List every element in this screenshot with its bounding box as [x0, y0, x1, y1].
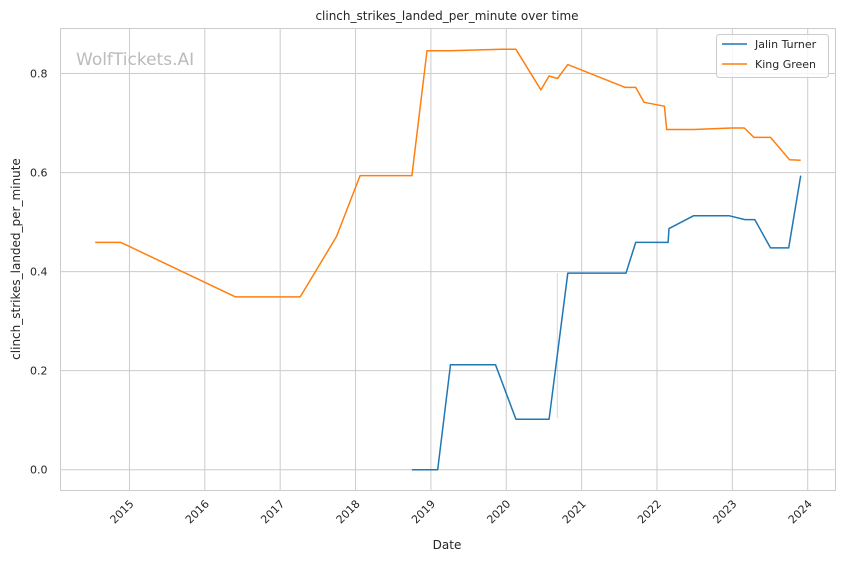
x-tick-label: 2021 — [560, 497, 589, 526]
legend-box — [716, 34, 829, 78]
x-tick-labels: 2015 2016 2017 2018 2019 2020 2021 2022 2023 2024 — [108, 497, 815, 526]
y-tick-label: 0.0 — [30, 464, 48, 477]
series-lines — [95, 48, 802, 471]
series-line-king-green — [95, 48, 801, 298]
x-tick-label: 2015 — [108, 497, 137, 526]
y-tick-label: 0.8 — [30, 68, 48, 81]
x-tick-label: 2024 — [786, 497, 815, 526]
grid — [60, 28, 836, 491]
y-axis-label: clinch_strikes_landed_per_minute — [9, 158, 23, 360]
y-tick-labels: 0.0 0.2 0.4 0.6 0.8 — [30, 68, 48, 477]
x-tick-label: 2017 — [258, 497, 287, 526]
x-axis-label: Date — [433, 538, 462, 552]
series-line-jalin-turner — [411, 175, 802, 471]
x-tick-label: 2018 — [334, 497, 363, 526]
x-tick-label: 2020 — [484, 497, 513, 526]
legend: Jalin Turner King Green — [716, 34, 829, 78]
chart-title: clinch_strikes_landed_per_minute over ti… — [315, 9, 578, 23]
legend-label-jalin-turner: Jalin Turner — [754, 38, 817, 51]
watermark: WolfTickets.AI — [76, 50, 194, 70]
x-tick-label: 2016 — [183, 497, 212, 526]
x-tick-label: 2023 — [710, 497, 739, 526]
y-tick-label: 0.6 — [30, 167, 48, 180]
legend-label-king-green: King Green — [755, 58, 816, 71]
x-tick-label: 2022 — [635, 497, 664, 526]
y-tick-label: 0.2 — [30, 365, 48, 378]
y-tick-label: 0.4 — [30, 266, 48, 279]
plot-frame — [60, 28, 836, 491]
x-tick-label: 2019 — [409, 497, 438, 526]
